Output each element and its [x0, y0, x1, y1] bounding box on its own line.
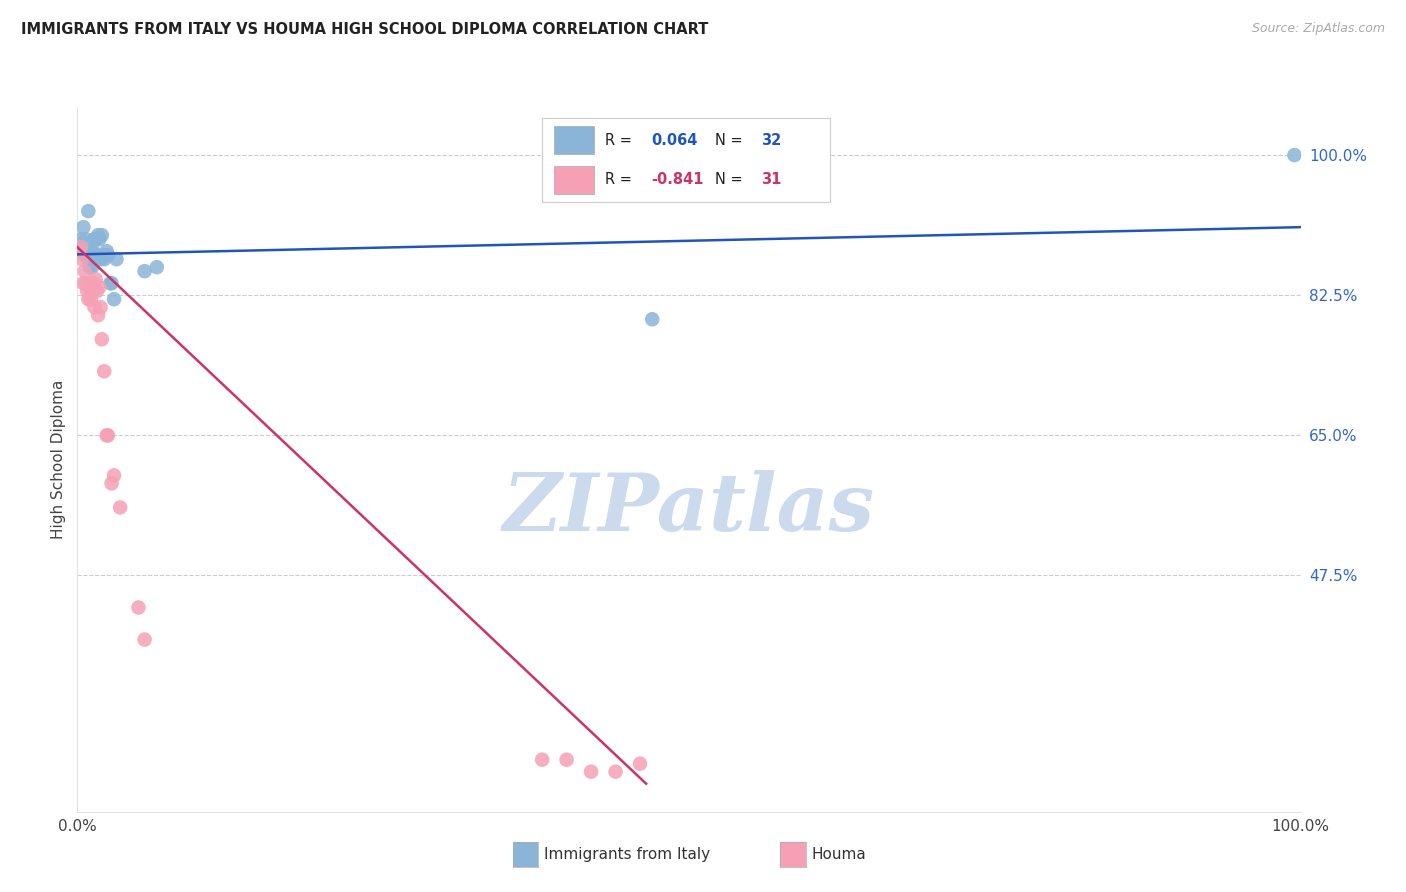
Point	[83, 300, 105, 314]
Point	[76, 244, 98, 259]
Point	[77, 292, 100, 306]
Point	[91, 248, 114, 262]
Point	[73, 264, 96, 278]
Point	[72, 277, 94, 291]
Point	[108, 500, 131, 515]
Text: Source: ZipAtlas.com: Source: ZipAtlas.com	[1251, 22, 1385, 36]
Point	[605, 764, 627, 779]
Point	[80, 244, 103, 259]
Point	[73, 248, 96, 262]
Point	[90, 300, 112, 314]
Point	[82, 244, 104, 259]
Point	[96, 244, 118, 259]
Point	[72, 220, 94, 235]
Point	[86, 252, 108, 267]
Point	[70, 252, 93, 267]
Point	[77, 252, 100, 267]
Point	[555, 753, 578, 767]
Point	[84, 248, 107, 262]
Point	[84, 272, 107, 286]
Point	[87, 228, 110, 243]
Point	[89, 280, 111, 294]
Point	[80, 284, 103, 298]
Point	[146, 260, 169, 275]
Point	[103, 468, 125, 483]
Point	[70, 232, 93, 246]
Point	[80, 292, 103, 306]
Point	[90, 252, 112, 267]
Point	[103, 292, 125, 306]
Point	[98, 277, 121, 291]
Point	[97, 428, 120, 442]
Point	[70, 240, 93, 254]
Point	[87, 308, 110, 322]
Point	[83, 232, 105, 246]
Point	[77, 204, 100, 219]
Point	[96, 428, 118, 442]
Text: ZIPatlas: ZIPatlas	[503, 470, 875, 548]
Point	[531, 753, 554, 767]
Text: Houma: Houma	[811, 847, 866, 862]
Point	[100, 277, 122, 291]
Point	[75, 277, 97, 291]
Y-axis label: High School Diploma: High School Diploma	[51, 380, 66, 539]
Point	[628, 756, 651, 771]
Point	[79, 260, 101, 275]
Point	[90, 228, 112, 243]
Point	[134, 632, 156, 647]
Point	[89, 232, 111, 246]
Point	[97, 248, 120, 262]
Point	[86, 284, 108, 298]
Point	[1284, 148, 1306, 162]
Point	[128, 600, 150, 615]
Text: Immigrants from Italy: Immigrants from Italy	[544, 847, 710, 862]
Point	[70, 244, 93, 259]
Point	[75, 232, 97, 246]
Point	[93, 364, 115, 378]
Point	[105, 252, 128, 267]
Point	[82, 277, 104, 291]
Point	[641, 312, 664, 326]
Point	[76, 284, 98, 298]
Point	[80, 260, 103, 275]
Point	[79, 280, 101, 294]
Point	[90, 332, 112, 346]
Point	[100, 476, 122, 491]
Point	[134, 264, 156, 278]
Point	[93, 252, 115, 267]
Point	[579, 764, 602, 779]
Point	[84, 232, 107, 246]
Text: IMMIGRANTS FROM ITALY VS HOUMA HIGH SCHOOL DIPLOMA CORRELATION CHART: IMMIGRANTS FROM ITALY VS HOUMA HIGH SCHO…	[21, 22, 709, 37]
